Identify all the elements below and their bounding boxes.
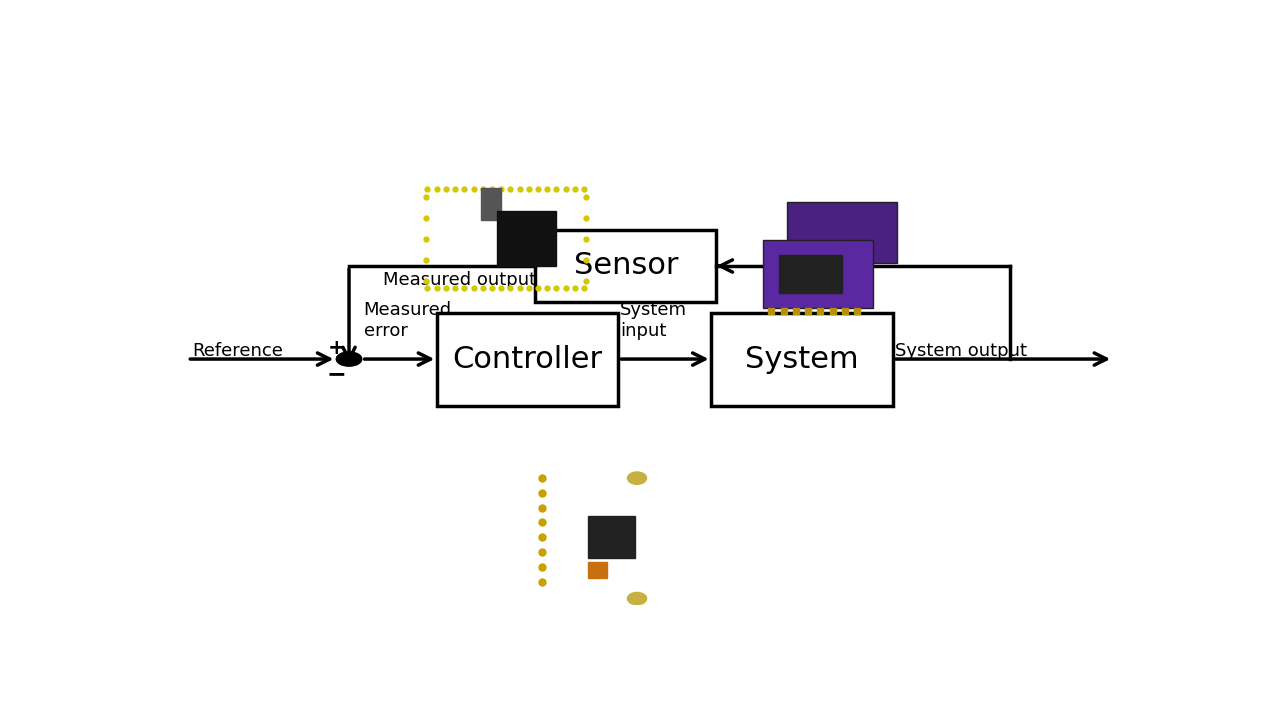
Text: Reference: Reference [192,342,283,360]
Bar [535,230,717,301]
Text: −: − [326,362,346,386]
Bar [712,313,892,405]
Text: System
input: System input [621,301,688,340]
Text: Measured
error: Measured error [364,301,451,340]
Text: +: + [327,338,345,358]
Text: Sensor: Sensor [574,252,678,280]
Circle shape [336,352,362,366]
Text: Controller: Controller [453,345,603,373]
Bar [437,313,618,405]
Text: Measured output: Measured output [383,271,536,289]
Text: System output: System output [895,342,1026,360]
Text: System: System [746,345,860,373]
